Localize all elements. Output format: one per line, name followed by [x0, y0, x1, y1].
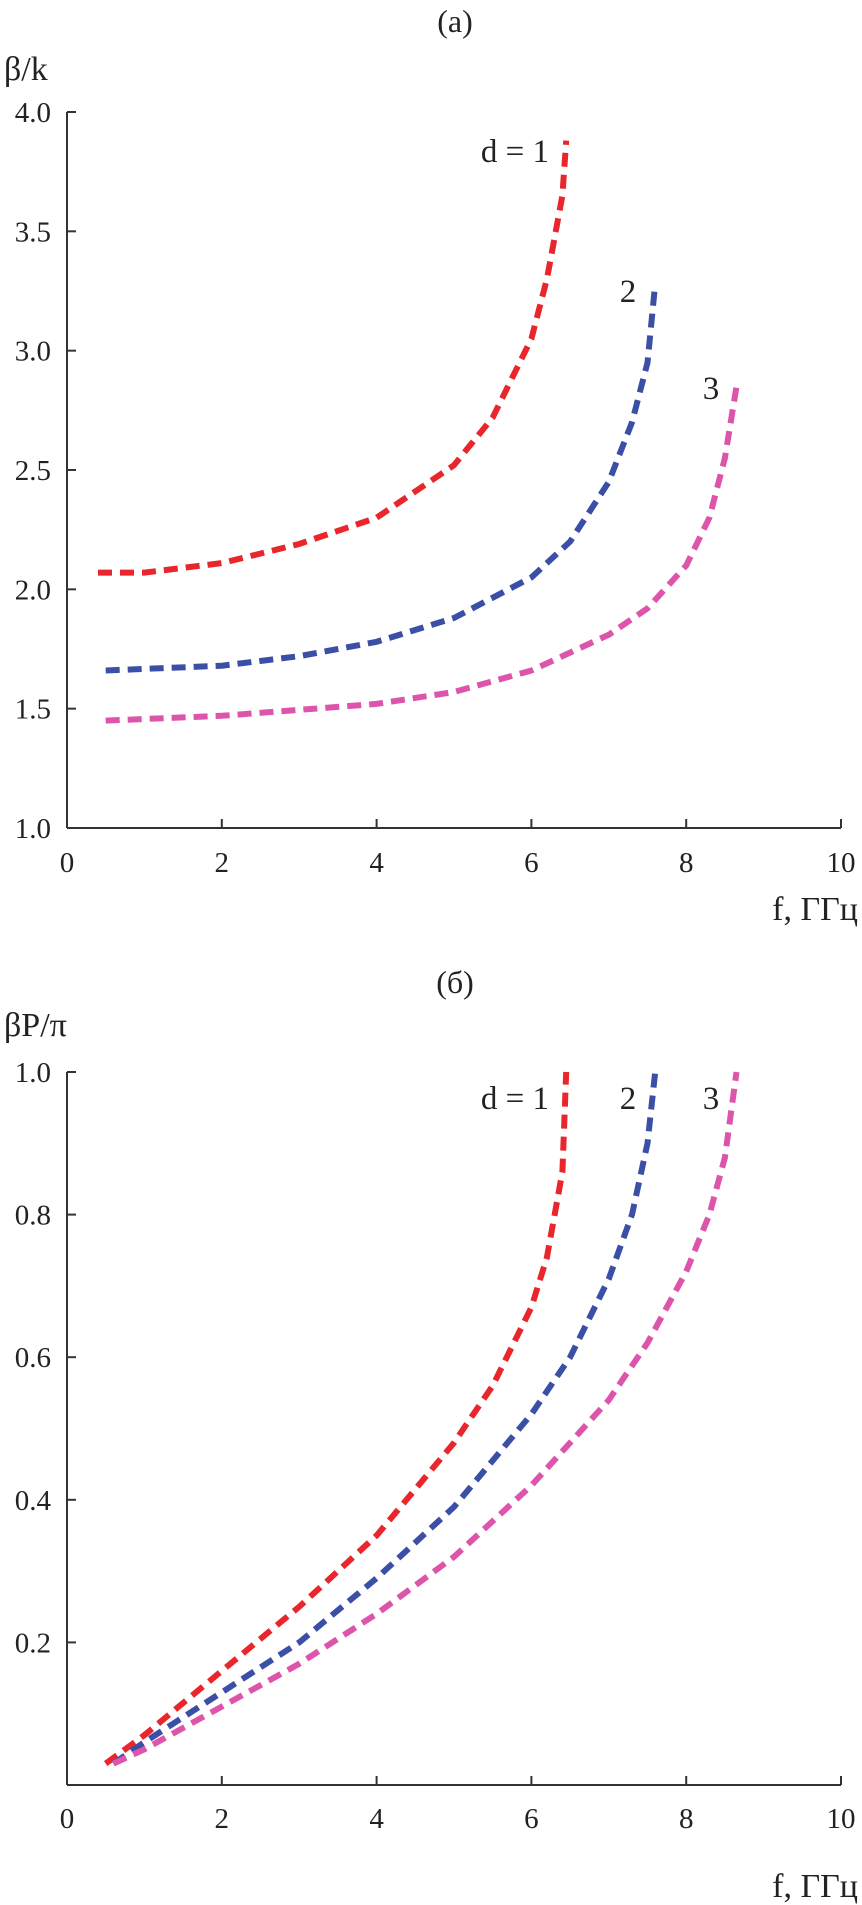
curve-label-3: 3: [703, 1081, 720, 1117]
x-tick-label: 2: [215, 1803, 230, 1835]
x-tick-label: 4: [369, 847, 384, 879]
series-line-3: [112, 1071, 740, 1767]
y-tick-label: 3.5: [15, 216, 51, 248]
y-tick-label: 3.0: [15, 336, 51, 368]
x-tick-label: 2: [215, 847, 230, 879]
y-axis-label: βP/π: [4, 1007, 67, 1044]
y-tick-label: 1.5: [15, 694, 51, 726]
y-tick-label: 0.8: [15, 1200, 51, 1232]
y-tick-label: 2.5: [15, 455, 51, 487]
y-tick-label: 4.0: [15, 97, 51, 129]
y-axis-label: β/k: [4, 51, 48, 88]
x-tick-label: 10: [827, 1803, 856, 1835]
curve-label-d1: d = 1: [481, 1081, 549, 1117]
series-line-3: [105, 386, 740, 724]
axis-ticks: 0 2 4 6 8 10 1.0 1.5 2.0 2.5 3.0 3.5 4.0: [15, 97, 856, 879]
curve-label-3: 3: [703, 371, 720, 407]
series-line-2: [111, 1071, 659, 1767]
x-tick-label: 10: [827, 847, 856, 879]
y-tick-label: 0.4: [15, 1485, 52, 1517]
series-lines: [98, 140, 740, 724]
x-tick-label: 8: [679, 1803, 694, 1835]
y-tick-label: 1.0: [15, 1057, 51, 1089]
series-lines: [103, 1071, 740, 1767]
y-tick-label: 1.0: [15, 813, 51, 845]
x-tick-label: 0: [60, 847, 75, 879]
x-axis-label: f, ГГц: [772, 891, 858, 928]
chart-title: (б): [436, 964, 474, 1000]
series-line-1: [98, 140, 570, 576]
x-tick-label: 4: [369, 1803, 384, 1835]
y-tick-label: 0.2: [15, 1627, 51, 1659]
chart-panel-a: (a) β/k f, ГГц d = 1 2 3 0 2 4 6 8 10 1.0 1.5 2.…: [4, 3, 858, 928]
series-line-1: [103, 1071, 570, 1767]
x-tick-label: 8: [679, 847, 694, 879]
x-tick-label: 0: [60, 1803, 75, 1835]
curve-label-d1: d = 1: [481, 134, 549, 170]
curve-label-2: 2: [620, 274, 637, 310]
y-tick-label: 0.6: [15, 1342, 51, 1374]
curve-label-2: 2: [620, 1081, 637, 1117]
axis-ticks: 0 2 4 6 8 10 0.2 0.4 0.6 0.8 1.0: [15, 1057, 856, 1835]
chart-panel-b: (б) βP/π f, ГГц d = 1 2 3 0 2 4 6 8 100.20.40…: [4, 964, 858, 1905]
x-tick-label: 6: [524, 847, 539, 879]
x-axis-label: f, ГГц: [772, 1868, 858, 1905]
chart-title: (a): [437, 3, 473, 39]
series-line-2: [105, 283, 659, 674]
y-tick-label: 2.0: [15, 574, 51, 606]
x-tick-label: 6: [524, 1803, 539, 1835]
